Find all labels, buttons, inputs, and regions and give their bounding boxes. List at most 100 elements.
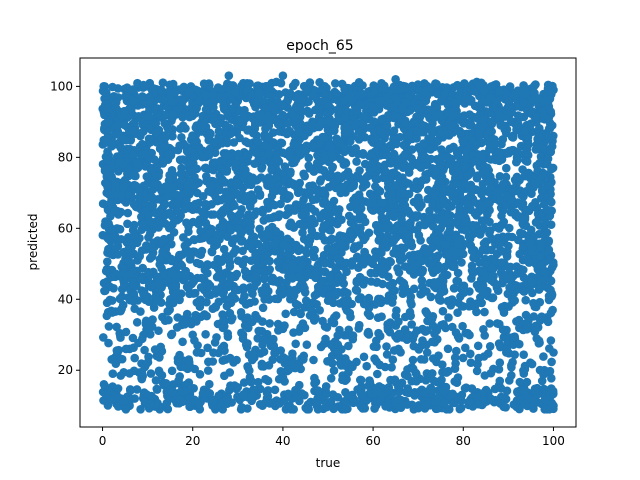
scatter-point (298, 319, 308, 328)
scatter-point (412, 104, 422, 113)
scatter-point (233, 224, 243, 233)
scatter-point (400, 84, 409, 93)
scatter-point (161, 379, 171, 388)
scatter-point (412, 377, 421, 386)
scatter-point (101, 137, 111, 147)
scatter-point (439, 195, 448, 205)
scatter-point (329, 196, 339, 206)
scatter-point (107, 172, 116, 181)
scatter-point (239, 162, 248, 171)
scatter-point (457, 396, 466, 406)
scatter-point (335, 358, 345, 368)
scatter-point (515, 112, 524, 121)
scatter-point (319, 96, 328, 106)
scatter-point (126, 386, 135, 396)
scatter-point (302, 85, 312, 95)
scatter-point (202, 297, 211, 307)
scatter-point (239, 111, 248, 120)
scatter-point (218, 323, 228, 333)
scatter-point (376, 96, 386, 105)
scatter-point (521, 126, 530, 136)
scatter-point (233, 256, 243, 266)
scatter-point (411, 117, 421, 127)
scatter-point (330, 289, 340, 299)
scatter-point (403, 371, 412, 381)
scatter-point (120, 120, 129, 130)
scatter-point (536, 152, 546, 161)
scatter-point (358, 404, 368, 413)
scatter-point (327, 148, 336, 158)
scatter-point (151, 128, 161, 137)
scatter-point (239, 378, 249, 387)
scatter-point (439, 320, 448, 329)
scatter-point (280, 162, 290, 171)
scatter-point (536, 316, 545, 325)
scatter-point (237, 328, 246, 338)
scatter-point (458, 321, 467, 331)
scatter-point (248, 349, 258, 359)
scatter-point (507, 184, 517, 194)
scatter-point (507, 108, 516, 117)
scatter-point (457, 258, 466, 267)
scatter-point (137, 367, 147, 377)
scatter-point (175, 295, 184, 305)
scatter-point (535, 297, 545, 307)
scatter-point (211, 236, 221, 246)
scatter-point (298, 259, 307, 269)
scatter-point (544, 236, 554, 246)
scatter-point (377, 115, 386, 124)
scatter-point (284, 365, 294, 375)
scatter-point (115, 157, 124, 167)
scatter-point (235, 117, 244, 126)
scatter-point (147, 193, 157, 202)
scatter-point (163, 307, 173, 316)
scatter-point (510, 296, 519, 305)
scatter-point (348, 362, 357, 372)
scatter-point (456, 128, 465, 138)
scatter-point (413, 211, 423, 220)
scatter-point (371, 175, 381, 184)
scatter-point (250, 159, 259, 168)
scatter-point (462, 86, 471, 95)
scatter-point (236, 308, 246, 317)
scatter-point (243, 339, 252, 348)
scatter-point (338, 375, 347, 385)
scatter-point (146, 369, 156, 378)
scatter-point (205, 180, 215, 190)
scatter-point (214, 126, 224, 136)
scatter-point (335, 216, 344, 225)
scatter-point (182, 195, 191, 205)
scatter-point (278, 373, 288, 382)
scatter-point (251, 256, 261, 266)
scatter-point (399, 279, 409, 288)
scatter-point (281, 309, 291, 319)
scatter-point (178, 84, 187, 93)
scatter-point (390, 93, 400, 102)
scatter-point (110, 206, 120, 216)
scatter-point (470, 101, 480, 111)
scatter-point (536, 261, 545, 270)
scatter-point (320, 82, 330, 91)
scatter-point (514, 212, 524, 221)
scatter-point (175, 350, 184, 360)
scatter-point (521, 295, 530, 305)
scatter-point (154, 279, 164, 289)
scatter-point (349, 395, 359, 404)
scatter-point (357, 89, 367, 99)
scatter-point (218, 157, 227, 166)
scatter-point (351, 144, 361, 153)
scatter-point (444, 313, 453, 322)
scatter-point (479, 115, 488, 124)
scatter-point (301, 296, 311, 306)
scatter-point (355, 166, 364, 175)
scatter-point (195, 145, 205, 154)
scatter-point (243, 313, 252, 322)
scatter-point (436, 160, 446, 170)
scatter-point (459, 119, 468, 128)
scatter-point (136, 274, 146, 284)
scatter-point (251, 148, 261, 158)
scatter-point (293, 300, 303, 310)
scatter-point (102, 233, 112, 242)
scatter-point (485, 177, 494, 187)
scatter-point (132, 385, 142, 394)
